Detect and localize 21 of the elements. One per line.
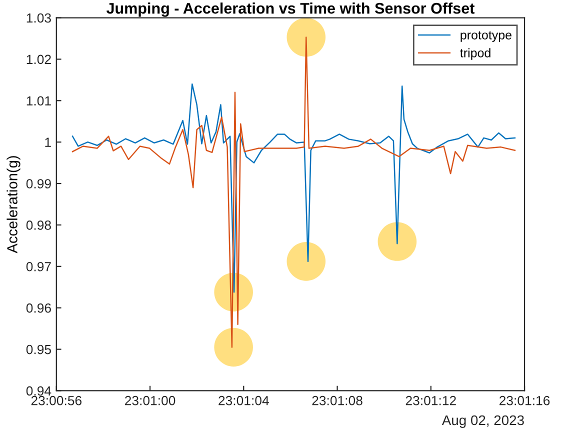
x-tick-label: 23:01:16 <box>500 396 550 406</box>
text: Aug 02, 2023 <box>442 415 524 428</box>
chart-title: Jumping - Acceleration vs Time with Sensor Offset <box>106 2 475 17</box>
x-tick-label: 23:01:00 <box>125 396 176 406</box>
x-tick-label: 23:01:12 <box>406 396 456 406</box>
y-tick-label: 1.03 <box>26 13 51 23</box>
y-tick-label: 0.97 <box>26 262 51 272</box>
x-tick-label: 23:01:04 <box>218 396 269 406</box>
y-tick-label: 0.98 <box>26 220 51 230</box>
y-tick-label: 1.01 <box>26 96 51 106</box>
y-tick-label: 0.94 <box>26 386 52 396</box>
y-tick-label: 0.96 <box>26 303 51 313</box>
y-tick-label: 0.99 <box>26 179 51 188</box>
y-tick-label: 1.02 <box>26 54 51 64</box>
legend-label: tripod <box>460 48 490 60</box>
y-tick-label: 0.95 <box>26 344 51 354</box>
y-tick-label: 1 <box>45 138 51 147</box>
legend-label: prototype <box>460 31 512 42</box>
x-tick-label: 23:00:56 <box>31 396 82 406</box>
y-axis-title: Acceleration(g) <box>6 156 20 254</box>
x-tick-label: 23:01:08 <box>312 396 362 406</box>
